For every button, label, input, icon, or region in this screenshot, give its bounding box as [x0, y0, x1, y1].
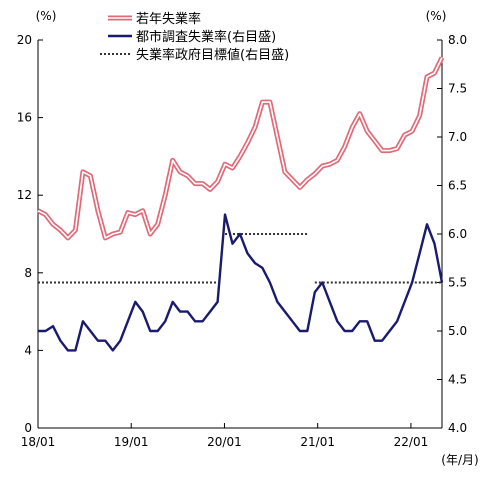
x-tick-label: 19/01: [114, 435, 149, 449]
left-tick-label: 0: [24, 421, 32, 435]
right-tick-label: 7.0: [448, 130, 467, 144]
x-tick-label: 21/01: [300, 435, 335, 449]
right-tick-label: 6.5: [448, 179, 467, 193]
legend-label: 都市調査失業率(右目盛): [136, 29, 276, 45]
left-tick-label: 8: [24, 266, 32, 280]
youth-series-line: [37, 57, 443, 239]
right-tick-label: 4.0: [448, 421, 467, 435]
right-unit-label: (%): [426, 9, 447, 23]
left-unit-label: (%): [36, 9, 57, 23]
x-tick-label: 18/01: [21, 435, 56, 449]
left-tick-label: 4: [24, 343, 32, 357]
right-tick-label: 5.5: [448, 276, 467, 290]
urban-series-line: [38, 213, 444, 352]
series-layer: [36, 56, 445, 352]
legend-label: 若年失業率: [136, 11, 201, 27]
right-tick-label: 7.5: [448, 82, 467, 96]
right-tick-label: 4.5: [448, 373, 467, 387]
right-tick-label: 5.0: [448, 324, 467, 338]
axes: 0 4 8 12 16 20 4.0 4.5 5.0 5.5 6.0 6.5 7.0 7.5 8.0 18/0…: [17, 9, 479, 467]
right-tick-label: 8.0: [448, 33, 467, 47]
left-tick-label: 16: [17, 111, 32, 125]
x-tick-label: 20/01: [207, 435, 242, 449]
left-tick-label: 12: [17, 188, 32, 202]
legend-label: 失業率政府目標値(右目盛): [136, 47, 289, 63]
x-tick-label: 22/01: [394, 435, 429, 449]
x-unit-label: (年/月): [441, 453, 478, 467]
left-tick-label: 20: [17, 33, 32, 47]
right-tick-label: 6.0: [448, 227, 467, 241]
